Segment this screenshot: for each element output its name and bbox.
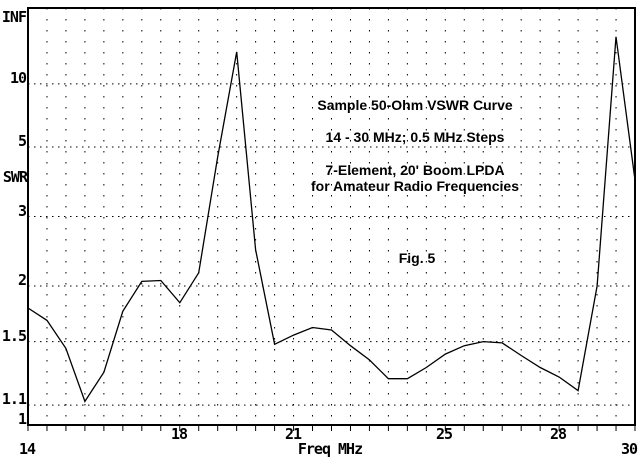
- y-tick-label: 1.1: [1, 390, 27, 408]
- x-tick-label: 14: [19, 440, 36, 458]
- plot-border: [27, 7, 636, 426]
- y-tick-label: 10: [9, 69, 27, 87]
- y-tick-label: 1: [17, 410, 27, 428]
- y-tick-label: 5: [17, 132, 27, 150]
- chart-title: Sample 50-Ohm VSWR Curve: [317, 97, 513, 113]
- y-tick-label: 1.5: [1, 327, 27, 345]
- x-tick-label: 21: [285, 425, 302, 443]
- x-tick-label: 28: [550, 425, 567, 443]
- x-tick-label: 25: [436, 425, 453, 443]
- chart-subtitle: 14 - 30 MHz; 0.5 MHz Steps: [325, 129, 505, 145]
- vswr-curve: [27, 36, 636, 403]
- y-tick-label: 2: [17, 271, 27, 289]
- x-axis-title: Freq MHz: [297, 440, 363, 458]
- figure-number-label: Fig. 5: [398, 250, 436, 266]
- y-tick-label: 3: [17, 202, 27, 220]
- chart-annotation-line1: 7-Element, 20' Boom LPDA: [325, 162, 505, 178]
- chart-annotation-line2: for Amateur Radio Frequencies: [311, 178, 519, 194]
- x-tick-label: 30: [621, 440, 638, 458]
- y-axis-title: SWR: [2, 168, 28, 186]
- y-tick-label: INF: [1, 8, 27, 26]
- x-tick-label: 18: [171, 425, 188, 443]
